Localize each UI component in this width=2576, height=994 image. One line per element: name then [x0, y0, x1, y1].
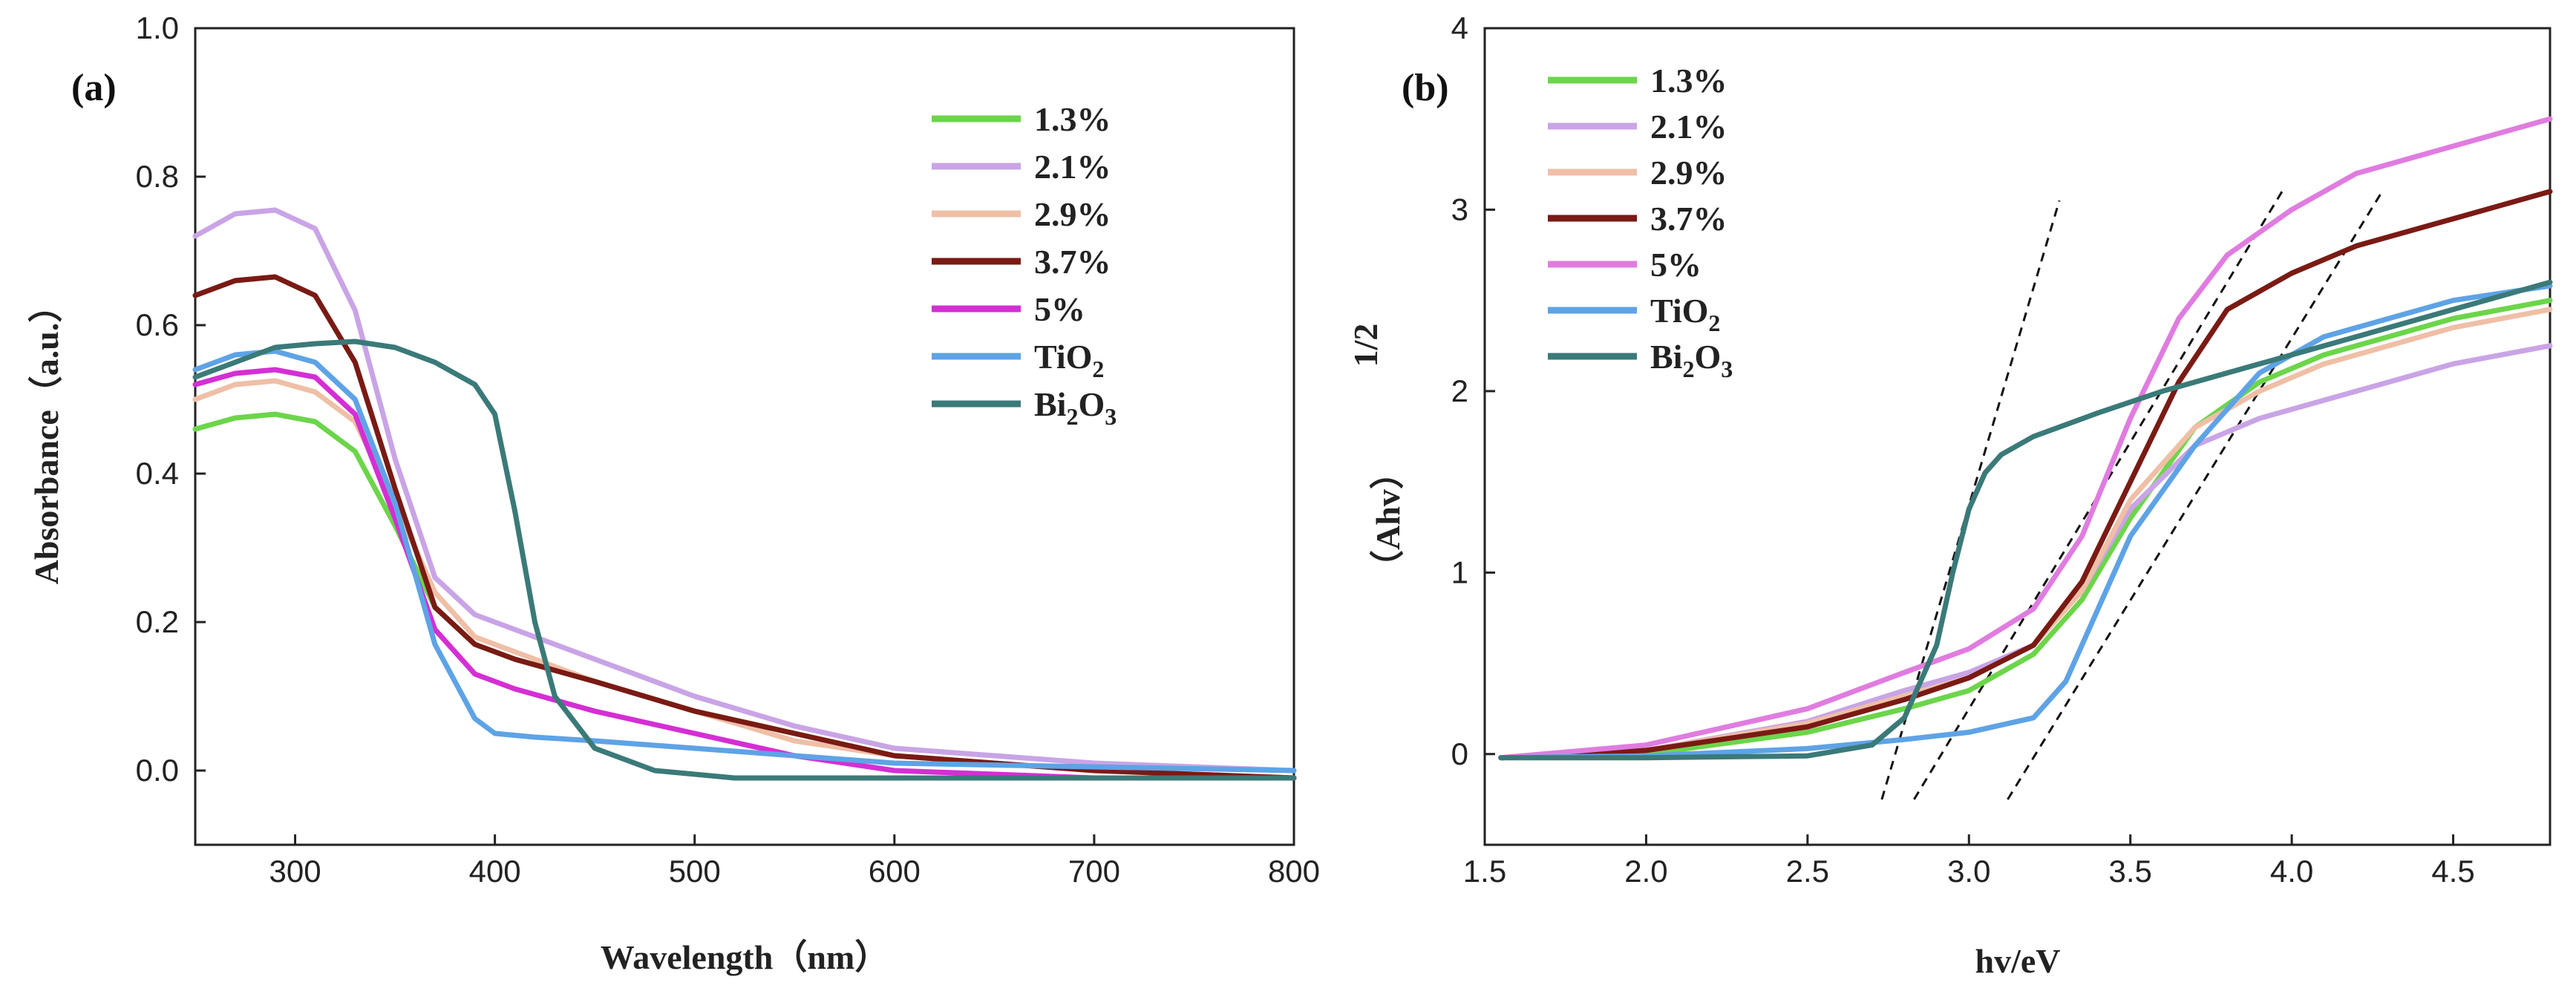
panel-b-letter: (b) — [1402, 67, 1449, 109]
panel-b-ylabel-exponent: 1/2 — [1347, 324, 1385, 367]
panel-b-legend-label: 5% — [1650, 246, 1701, 284]
panel-a-xtick-label: 500 — [669, 854, 721, 889]
panel-b-legend-label: Bi2O3 — [1650, 338, 1733, 382]
panel-a-legend-label: 5% — [1034, 290, 1085, 328]
panel-a-ytick-label: 0.6 — [136, 307, 179, 342]
panel-a-series — [192, 207, 1297, 781]
panel-b-legend-label: 2.9% — [1650, 154, 1727, 192]
panel-b-ylabel-group: （Ahv） 1/2 — [1347, 324, 1407, 584]
panel-b-ytick-label: 4 — [1451, 10, 1468, 45]
panel-a-ytick-label: 0.0 — [136, 753, 179, 788]
panel-a-legend-label: 2.1% — [1034, 148, 1111, 186]
panel-a-xtick-label: 600 — [869, 854, 921, 889]
panel-b-series — [1498, 116, 2553, 761]
panel-a-series-line-tio2 — [192, 348, 1297, 774]
panel-b-ytick-label: 3 — [1451, 192, 1468, 226]
panel-b-series-line-5- — [1498, 116, 2553, 761]
panel-a: 300 400 500 600 700 800 0.0 0.2 0.4 0.6 0.8 1.0 1.3… — [27, 10, 1320, 976]
panel-a-legend-label: Bi2O3 — [1034, 385, 1117, 430]
panel-a-plot-frame — [194, 27, 1295, 846]
panel-a-xtick-label: 300 — [269, 854, 321, 889]
panel-b-ytick-label: 0 — [1451, 736, 1468, 771]
panel-b-legend-label: 3.7% — [1650, 200, 1727, 238]
panel-a-axis-ticks: 300 400 500 600 700 800 0.0 0.2 0.4 0.6 0.8 1.0 — [136, 10, 1320, 889]
panel-a-xtick-label: 800 — [1268, 854, 1320, 889]
panel-b-tangent-line-3 — [2007, 191, 2384, 800]
panel-b-legend-label: TiO2 — [1650, 292, 1720, 336]
panel-b-series-line-2-1- — [1498, 343, 2553, 761]
panel-b-plot-frame — [1483, 27, 2552, 846]
panel-b-legend-label: 1.3% — [1650, 62, 1727, 99]
panel-b-xtick-label: 1.5 — [1463, 854, 1506, 889]
panel-b-ytick-label: 2 — [1451, 373, 1468, 408]
panel-a-xlabel: Wavelength（nm） — [601, 938, 889, 976]
panel-b-xtick-label: 2.5 — [1786, 854, 1829, 889]
panel-b-xtick-label: 3.0 — [1947, 854, 1990, 889]
panel-a-ytick-label: 1.0 — [136, 10, 179, 45]
panel-b-series-line-2-9- — [1498, 307, 2553, 761]
panel-a-xtick-label: 700 — [1068, 854, 1120, 889]
panel-a-series-line-3-7- — [192, 274, 1297, 781]
panel-a-series-line-2-1- — [192, 207, 1297, 774]
panel-a-legend-label: 1.3% — [1034, 100, 1111, 138]
panel-a-legend-label: TiO2 — [1034, 338, 1104, 382]
panel-b-xtick-label: 4.5 — [2431, 854, 2474, 889]
panel-a-ylabel: Absorbance（a.u.） — [27, 289, 65, 585]
panel-b-axis-ticks: 1.5 2.0 2.5 3.0 3.5 4.0 4.5 0 1 2 3 4 — [1451, 10, 2475, 889]
panel-b-xtick-label: 2.0 — [1624, 854, 1667, 889]
panel-a-ytick-label: 0.8 — [136, 159, 179, 194]
panel-a-ytick-label: 0.2 — [136, 604, 179, 639]
panel-b-series-line-tio2 — [1498, 283, 2553, 761]
panel-a-series-line-bi2o3 — [192, 339, 1297, 781]
panel-b-xtick-label: 3.5 — [2109, 854, 2152, 889]
panel-b-legend-label: 2.1% — [1650, 108, 1727, 145]
panel-a-legend-label: 3.7% — [1034, 243, 1111, 281]
panel-b-xlabel: hv/eV — [1975, 942, 2061, 980]
panel-a-xtick-label: 400 — [469, 854, 521, 889]
panel-b-xtick-label: 4.0 — [2270, 854, 2313, 889]
panel-b-ylabel: （Ahv） — [1369, 455, 1407, 584]
panel-b-ytick-label: 1 — [1451, 555, 1468, 589]
panel-a-ytick-label: 0.4 — [136, 456, 179, 491]
panel-b-series-line-1-3- — [1498, 298, 2553, 761]
panel-a-series-line-2-9- — [192, 378, 1297, 781]
panel-a-series-line-5- — [192, 367, 1297, 781]
panel-a-letter: (a) — [71, 67, 117, 109]
panel-b-series-line-3-7- — [1498, 189, 2553, 761]
panel-b: 1.5 2.0 2.5 3.0 3.5 4.0 4.5 0 1 2 3 4 1.3% 2.1% 2.9% 3… — [1347, 10, 2553, 980]
panel-a-legend-label: 2.9% — [1034, 195, 1111, 233]
panel-b-series-line-bi2o3 — [1498, 279, 2553, 761]
